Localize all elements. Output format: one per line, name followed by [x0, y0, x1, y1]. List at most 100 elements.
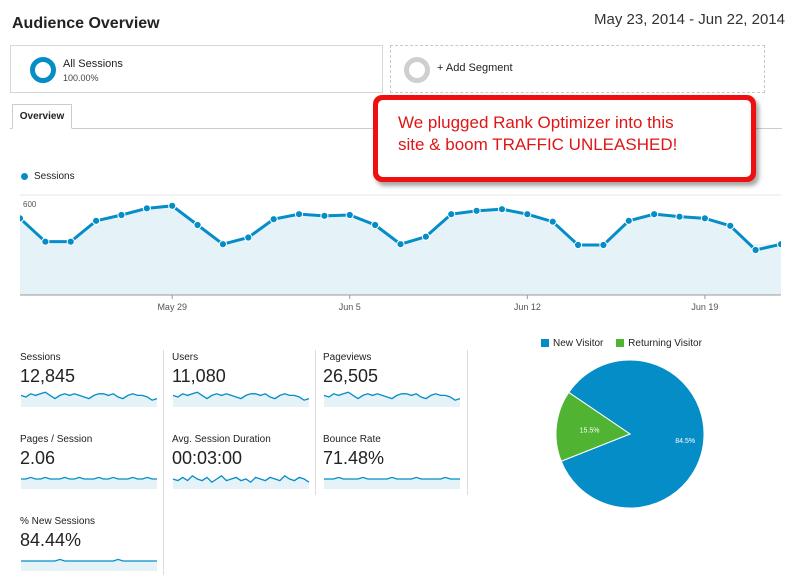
data-point [421, 232, 430, 241]
metric-label: Avg. Session Duration [172, 434, 271, 445]
segment-label: All Sessions [63, 58, 123, 70]
sparkline-line [172, 474, 310, 484]
sparkline-area [21, 392, 157, 407]
metric-avg-session-duration[interactable]: Avg. Session Duration 00:03:00 [172, 434, 317, 489]
callout-line-1: We plugged Rank Optimizer into this [398, 113, 674, 132]
sparkline-line [21, 476, 157, 480]
metric-value: 11,080 [172, 366, 226, 386]
metric-label: % New Sessions [20, 516, 96, 527]
data-point [548, 217, 557, 226]
metric-value: 71.48% [323, 448, 385, 468]
legend-swatch-returning-icon [616, 339, 625, 348]
metric-label: Pages / Session [20, 434, 93, 445]
data-point [624, 216, 633, 225]
data-point [650, 210, 659, 219]
add-segment-label: + Add Segment [437, 62, 513, 74]
x-tick-label: Jun 12 [514, 302, 541, 312]
metric-label: Bounce Rate [323, 434, 381, 445]
date-range-picker[interactable]: May 23, 2014 - Jun 22, 2014 [594, 11, 785, 28]
data-point [20, 214, 25, 223]
metric-label: Sessions [20, 352, 61, 363]
legend-label-sessions: Sessions [34, 171, 75, 182]
data-point [700, 214, 710, 223]
data-point [573, 240, 583, 250]
sessions-area [20, 205, 781, 295]
sparkline-area [324, 392, 460, 407]
pie-legend: New Visitor Returning Visitor [541, 338, 702, 349]
x-tick-label: Jun 19 [691, 302, 718, 312]
pie-slice-label: 84.5% [675, 438, 695, 445]
data-point [776, 240, 781, 249]
data-point [294, 210, 304, 219]
metric-divider [467, 350, 468, 495]
sparkline-area [324, 477, 460, 489]
segment-percentage: 100.00% [63, 73, 99, 83]
sparkline-area [21, 477, 157, 489]
callout-line-2: site & boom TRAFFIC UNLEASHED! [398, 135, 678, 154]
metric-value: 00:03:00 [172, 448, 243, 468]
x-tick-label: Jun 5 [339, 302, 361, 312]
sparkline-line [21, 558, 157, 562]
visitor-pie-chart: 84.5% 15.5% [555, 359, 705, 509]
data-point [726, 221, 735, 230]
data-point [193, 220, 202, 230]
data-point [599, 240, 608, 250]
data-point [92, 216, 101, 225]
chart-legend: Sessions [21, 171, 75, 182]
data-point [345, 210, 354, 220]
metric-label: Pageviews [323, 352, 372, 363]
sparkline-line [323, 391, 461, 401]
data-point [168, 201, 177, 210]
callout-box: We plugged Rank Optimizer into this site… [378, 100, 751, 177]
data-point [675, 212, 684, 221]
metric-value: 12,845 [20, 366, 76, 386]
metric-bounce-rate[interactable]: Bounce Rate 71.48% [323, 434, 468, 489]
data-point [447, 210, 456, 219]
data-point [218, 240, 228, 249]
sparkline [172, 474, 310, 489]
metric-divider [163, 350, 164, 575]
data-point [371, 220, 380, 230]
pie-slice [560, 359, 705, 509]
sparkline-area [21, 559, 157, 571]
data-point [117, 210, 126, 220]
x-tick-label: May 29 [157, 302, 187, 312]
metric-value: 84.44% [20, 530, 82, 550]
metric-value: 26,505 [323, 366, 379, 386]
data-point [66, 237, 75, 246]
empty-segment-ring-icon [404, 57, 430, 83]
metric-pageviews[interactable]: Pageviews 26,505 [323, 352, 468, 407]
metric-users[interactable]: Users 11,080 [172, 352, 317, 407]
sparkline-area [173, 392, 309, 407]
sparkline [20, 391, 158, 407]
data-point [269, 215, 278, 224]
data-point [142, 204, 151, 213]
data-point [523, 210, 532, 219]
metric-sessions[interactable]: Sessions 12,845 [20, 352, 165, 407]
data-point [41, 237, 50, 246]
data-point [472, 206, 481, 215]
sparkline [172, 391, 310, 407]
pie-slice [555, 391, 632, 462]
add-segment-button[interactable]: + Add Segment [390, 45, 765, 93]
segment-ring-icon [30, 57, 56, 83]
sparkline [323, 391, 461, 407]
data-point [751, 245, 760, 255]
page-title: Audience Overview [12, 15, 160, 32]
metric-pages-per-session[interactable]: Pages / Session 2.06 [20, 434, 165, 489]
segment-all-sessions[interactable]: All Sessions 100.00% [10, 45, 383, 93]
legend-new-visitor: New Visitor [553, 338, 604, 349]
legend-returning-visitor: Returning Visitor [628, 338, 702, 349]
data-point [244, 233, 253, 242]
data-point [396, 240, 405, 249]
legend-swatch-new-icon [541, 339, 549, 348]
metric-new-sessions[interactable]: % New Sessions 84.44% [20, 516, 165, 571]
metric-value: 2.06 [20, 448, 56, 468]
data-point [320, 211, 329, 220]
sparkline-line [20, 391, 158, 401]
y-tick-label: 600 [23, 200, 37, 209]
data-point [497, 205, 507, 214]
tab-overview[interactable]: Overview [12, 104, 72, 129]
sparkline [324, 476, 460, 489]
